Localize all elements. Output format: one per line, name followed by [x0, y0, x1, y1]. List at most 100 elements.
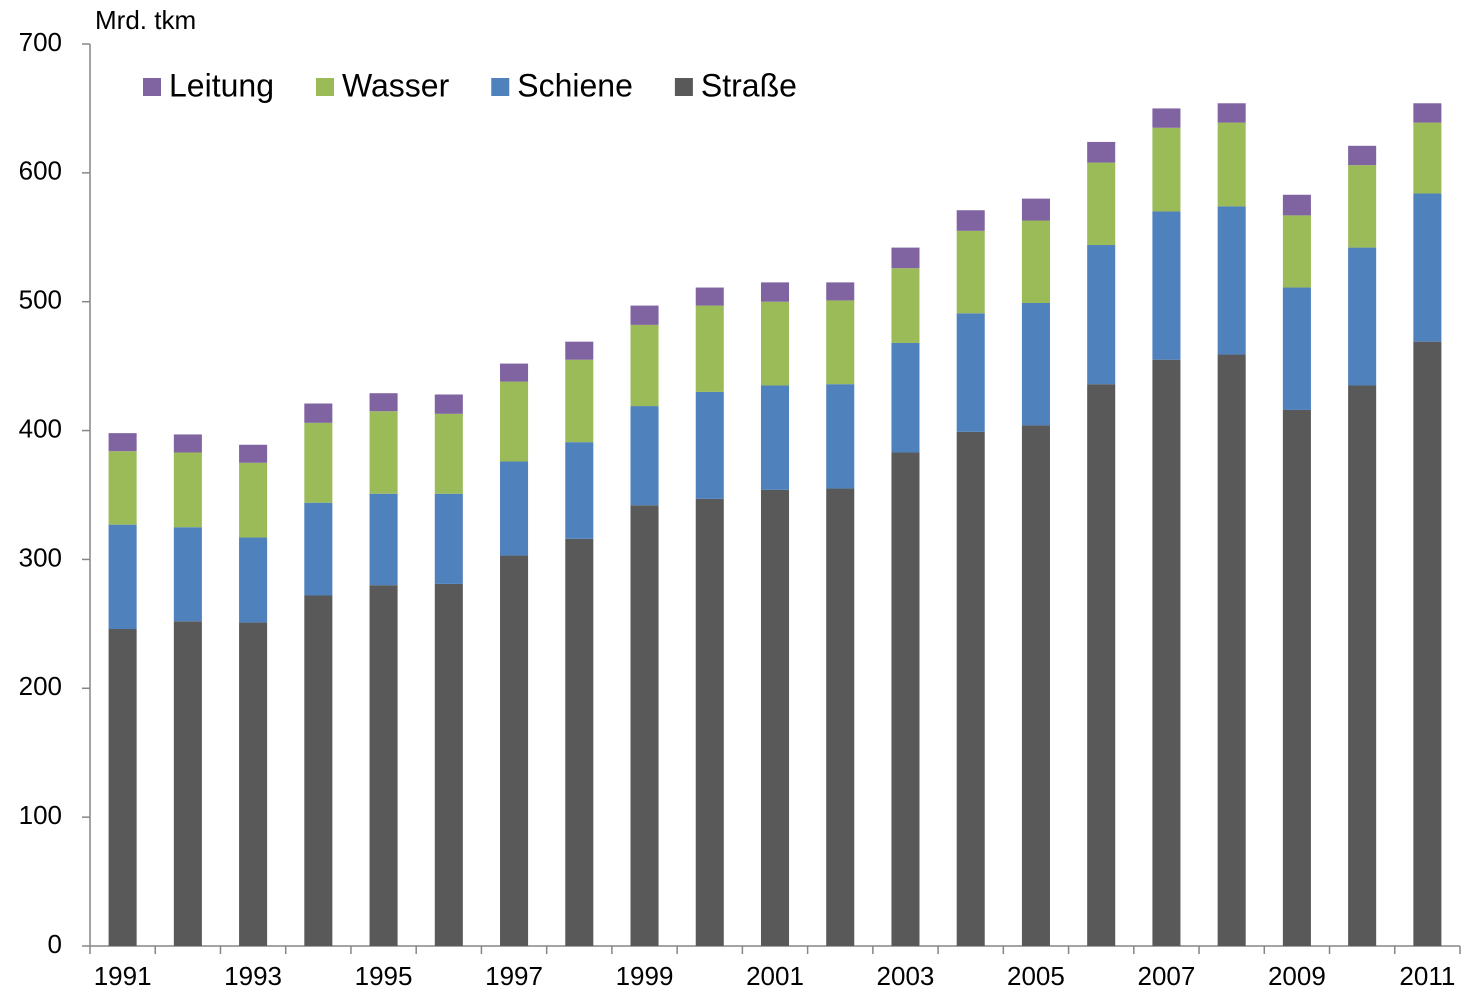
- bar-segment: [630, 505, 659, 946]
- x-tick-label: 2001: [746, 961, 804, 991]
- x-tick-label: 2009: [1268, 961, 1326, 991]
- bar-segment: [1152, 359, 1181, 946]
- bar-segment: [1348, 145, 1377, 166]
- bar-segment: [956, 210, 985, 231]
- bar-segment: [891, 268, 920, 343]
- bar-segment: [760, 282, 790, 302]
- bar-segment: [1087, 245, 1116, 385]
- bar-segment: [369, 585, 398, 946]
- bar-segment: [434, 583, 463, 946]
- bar-segment: [1021, 220, 1050, 304]
- bar-segment: [500, 381, 529, 462]
- bar-segment: [891, 452, 920, 946]
- bar-segment: [956, 313, 985, 432]
- bar-segment: [369, 493, 398, 586]
- legend-swatch: [674, 78, 693, 96]
- bar-segment: [565, 359, 594, 443]
- bar-segment: [304, 422, 333, 503]
- bar-segment: [1152, 127, 1181, 212]
- x-tick-label: 1991: [94, 961, 152, 991]
- bar-segment: [173, 621, 202, 946]
- bar-segment: [826, 488, 855, 946]
- bar-segment: [500, 461, 529, 556]
- legend-swatch: [491, 78, 510, 96]
- bar-segment: [239, 537, 268, 623]
- legend-swatch: [315, 78, 334, 96]
- bar-segment: [1087, 384, 1116, 946]
- y-tick-label: 0: [48, 929, 62, 959]
- bar-segment: [891, 247, 920, 269]
- x-tick-label: 1993: [224, 961, 282, 991]
- bar-segment: [239, 444, 268, 463]
- bar-segment: [630, 324, 659, 407]
- bar-segment: [1217, 206, 1246, 355]
- bar-segment: [826, 384, 855, 489]
- bar-segment: [1152, 108, 1181, 128]
- bar-segment: [1348, 165, 1377, 248]
- x-tick-label: 1997: [485, 961, 543, 991]
- bar-segment: [1348, 385, 1377, 946]
- x-tick-label: 2005: [1007, 961, 1065, 991]
- bar-segment: [1413, 341, 1442, 946]
- bar-segment: [1217, 122, 1246, 207]
- bar-segment: [1021, 198, 1050, 221]
- bar-segment: [1348, 247, 1377, 386]
- bar-segment: [1282, 194, 1311, 216]
- bar-segment: [108, 524, 137, 630]
- bar-segment: [500, 363, 529, 382]
- bar-segment: [173, 452, 202, 528]
- bar-segment: [1217, 354, 1246, 946]
- bar-segment: [695, 287, 724, 306]
- bar-segment: [1021, 303, 1050, 426]
- bar-segment: [500, 555, 529, 946]
- bar-segment: [1087, 141, 1116, 163]
- bar-segment: [1282, 287, 1311, 410]
- y-tick-label: 500: [19, 285, 62, 315]
- bar-segment: [304, 403, 333, 423]
- bar-segment: [760, 489, 790, 946]
- bar-segment: [760, 301, 790, 386]
- bar-segment: [826, 300, 855, 385]
- y-tick-label: 100: [19, 800, 62, 830]
- y-tick-label: 300: [19, 542, 62, 572]
- bar-segment: [565, 442, 594, 539]
- x-tick-label: 2007: [1138, 961, 1196, 991]
- bar-segment: [434, 413, 463, 494]
- bar-segment: [1217, 103, 1246, 123]
- bar-segment: [695, 305, 724, 392]
- x-tick-label: 2003: [877, 961, 935, 991]
- bar-segment: [239, 462, 268, 538]
- bar-segment: [173, 434, 202, 453]
- bar-segment: [695, 391, 724, 499]
- legend-label: Straße: [701, 67, 797, 103]
- bar-segment: [760, 385, 790, 490]
- x-tick-label: 1999: [616, 961, 674, 991]
- bar-segment: [1413, 103, 1442, 123]
- bar-segment: [695, 498, 724, 946]
- bar-segment: [108, 433, 137, 452]
- bar-segment: [434, 493, 463, 584]
- y-tick-label: 200: [19, 671, 62, 701]
- bar-segment: [1282, 409, 1311, 946]
- bar-segment: [565, 341, 594, 360]
- x-tick-label: 2011: [1399, 961, 1455, 991]
- legend-swatch: [143, 78, 161, 96]
- bar-segment: [173, 527, 202, 622]
- bar-segment: [304, 595, 333, 946]
- legend-label: Schiene: [517, 67, 633, 103]
- bar-segment: [826, 282, 855, 301]
- y-tick-label: 600: [19, 156, 62, 186]
- bar-segment: [891, 342, 920, 453]
- bar-segment: [369, 393, 398, 412]
- bar-segment: [1152, 211, 1181, 360]
- bar-segment: [630, 305, 659, 325]
- bar-segment: [304, 502, 333, 596]
- bar-segment: [956, 230, 985, 314]
- bar-segment: [369, 411, 398, 494]
- legend-label: Leitung: [169, 67, 274, 103]
- y-tick-label: 700: [19, 27, 62, 57]
- legend-label: Wasser: [342, 67, 450, 103]
- bar-segment: [239, 622, 268, 946]
- bar-segment: [1087, 162, 1116, 246]
